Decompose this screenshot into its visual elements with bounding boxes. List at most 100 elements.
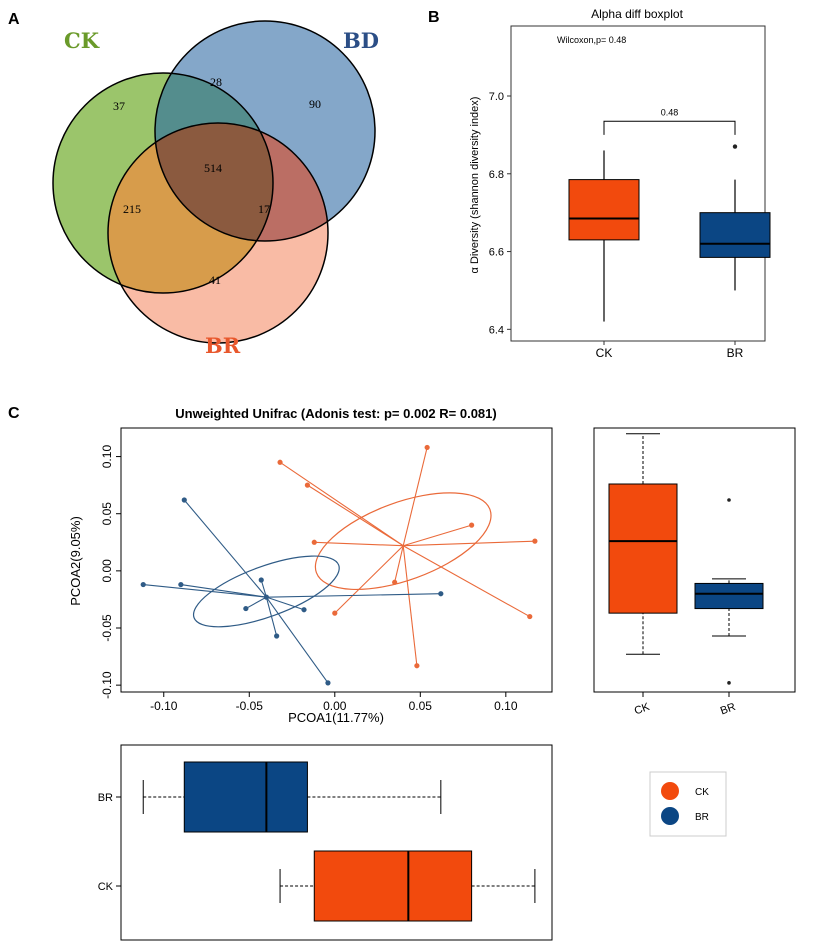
pcoa-spoke-br — [260, 579, 267, 598]
pcoa-ytick-label: 0.05 — [100, 502, 114, 526]
legend-label-br: BR — [695, 812, 709, 823]
venn-count-bd-only: 90 — [309, 97, 321, 111]
pcoa2-outlier-br — [727, 681, 731, 685]
pcoa2-box-ck — [608, 483, 678, 614]
pcoa-ytick-label: 0.00 — [100, 559, 114, 583]
pcoa-spoke-br — [183, 499, 267, 598]
alpha-xtick-label: CK — [596, 346, 613, 360]
pcoa-point-br — [140, 581, 146, 588]
pcoa-xtick-label: 0.05 — [409, 699, 433, 713]
venn-label-ck: CK — [64, 28, 100, 53]
legend-label-ck: CK — [695, 787, 709, 798]
legend-swatch-br — [661, 807, 679, 825]
legend-swatch-ck — [661, 782, 679, 800]
pcoa-point-ck — [424, 444, 430, 451]
alpha-ytick-label: 6.8 — [489, 169, 504, 181]
pcoa-spoke-ck — [402, 545, 531, 618]
pcoa-spoke-br — [266, 596, 305, 611]
pcoa-point-ck — [527, 613, 533, 620]
pcoa1-box-ck — [313, 850, 473, 922]
pcoa-spoke-br — [245, 596, 267, 610]
alpha-box-br — [699, 212, 771, 258]
pcoa-xtick-label: -0.05 — [236, 699, 264, 713]
pcoa-spoke-br — [265, 597, 278, 637]
pcoa-spoke-ck — [403, 524, 472, 547]
alpha-boxplot: Alpha diff boxplot Wilcoxon,p= 0.48 α Di… — [469, 7, 771, 360]
alpha-ylabel: α Diversity (shannon diversity index) — [469, 97, 481, 274]
pcoa-xtick-label: -0.10 — [150, 699, 178, 713]
pcoa-spoke-ck — [403, 540, 535, 547]
pcoa-point-ck — [392, 579, 398, 585]
pcoa-xtick-label: 0.10 — [494, 699, 518, 713]
pcoa-ytick-label: -0.10 — [100, 671, 114, 699]
venn-diagram: CK BD BR 37 90 41 28 215 17 514 — [52, 20, 379, 358]
pcoa-point-br — [325, 680, 331, 686]
pcoa-spoke-ck — [279, 461, 404, 547]
pcoa-ellipse-ck — [314, 492, 492, 591]
alpha-plot-frame — [510, 25, 766, 342]
pcoa-point-br — [274, 633, 280, 639]
pcoa-point-ck — [277, 459, 283, 465]
alpha-xtick-label: BR — [727, 346, 744, 360]
venn-label-bd: BD — [343, 28, 379, 53]
pcoa-spoke-br — [265, 596, 329, 684]
alpha-outlier-br — [732, 144, 738, 149]
alpha-ytick-label: 6.6 — [489, 247, 504, 259]
pcoa-point-ck — [469, 522, 475, 528]
alpha-box-ck — [568, 179, 640, 241]
alpha-title: Alpha diff boxplot — [591, 7, 684, 21]
pcoa-spoke-ck — [314, 541, 404, 547]
pcoa-spoke-ck — [402, 447, 428, 546]
venn-count-bd-br: 17 — [258, 202, 270, 216]
pcoa-point-br — [178, 581, 184, 588]
pcoa2-marginal-frame — [593, 427, 796, 693]
venn-count-ck-only: 37 — [113, 99, 125, 113]
pcoa-plot-frame — [120, 427, 553, 693]
pcoa-spoke-ck — [402, 545, 418, 666]
venn-count-br-only: 41 — [209, 273, 221, 287]
alpha-wilcoxon-annotation: Wilcoxon,p= 0.48 — [557, 35, 626, 45]
pcoa-ytick-label: -0.05 — [100, 614, 114, 642]
pcoa-point-br — [258, 577, 264, 583]
pcoa-xtick-label: 0.00 — [323, 699, 347, 713]
pcoa-point-br — [263, 594, 269, 600]
pcoa-point-ck — [332, 610, 338, 616]
pcoa2-xtick-label: BR — [719, 701, 738, 718]
pcoa-spoke-br — [266, 593, 441, 598]
pcoa-ylabel: PCOA2(9.05%) — [68, 516, 83, 606]
pcoa-point-ck — [311, 539, 317, 545]
legend-box — [649, 771, 727, 837]
pcoa-ellipse-br — [192, 555, 340, 628]
panel-letter-b: B — [428, 9, 440, 26]
pcoa-point-br — [181, 497, 187, 503]
pcoa-ytick-label: 0.10 — [100, 445, 114, 469]
pcoa-point-br — [438, 591, 444, 597]
pcoa-spoke-ck — [307, 484, 404, 547]
pcoa-spoke-ck — [334, 545, 404, 614]
alpha-significance-bracket — [603, 120, 736, 135]
venn-count-ck-br: 215 — [123, 202, 141, 216]
pcoa-panel: Unweighted Unifrac (Adonis test: p= 0.00… — [68, 406, 796, 941]
pcoa-point-ck — [414, 663, 420, 669]
pcoa-xlabel: PCOA1(11.77%) — [288, 710, 384, 725]
pcoa-point-ck — [304, 482, 311, 488]
pcoa1-ytick-label: CK — [98, 881, 114, 893]
pcoa-spoke-br — [143, 584, 267, 598]
venn-count-ck-bd: 28 — [210, 75, 222, 89]
venn-label-br: BR — [205, 333, 241, 358]
panel-letter-a: A — [8, 11, 20, 28]
legend: CK BR — [649, 771, 727, 837]
alpha-bracket-label: 0.48 — [661, 107, 679, 117]
panel-letter-c: C — [8, 405, 20, 422]
pcoa-title: Unweighted Unifrac (Adonis test: p= 0.00… — [175, 406, 496, 421]
pcoa1-marginal-frame — [120, 744, 553, 941]
pcoa2-outlier-br — [727, 498, 731, 502]
pcoa1-box-br — [183, 761, 308, 833]
pcoa-point-ck — [532, 538, 538, 544]
pcoa2-xtick-label: CK — [633, 701, 652, 718]
pcoa2-box-br — [694, 582, 764, 610]
pcoa-spoke-ck — [394, 545, 404, 583]
pcoa-point-br — [243, 605, 249, 612]
pcoa1-ytick-label: BR — [98, 792, 113, 804]
